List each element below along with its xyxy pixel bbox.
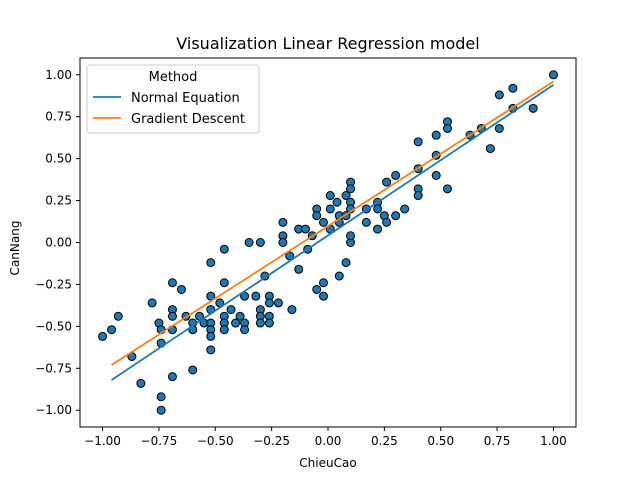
chart-title: Visualization Linear Regression model bbox=[176, 34, 479, 53]
legend-label-normal-equation: Normal Equation bbox=[131, 91, 240, 106]
data-point bbox=[346, 184, 356, 194]
data-point bbox=[113, 311, 123, 321]
data-point bbox=[431, 170, 441, 180]
data-point bbox=[361, 217, 371, 227]
data-point bbox=[485, 144, 495, 154]
x-tick-label: −0.75 bbox=[141, 434, 178, 448]
regression-line-normal-equation bbox=[111, 84, 554, 381]
y-tick-label: 1.00 bbox=[45, 68, 72, 82]
data-point bbox=[391, 211, 401, 221]
data-point bbox=[273, 298, 283, 308]
data-point bbox=[206, 291, 216, 301]
data-point bbox=[300, 224, 310, 234]
data-point bbox=[226, 305, 236, 315]
regression-line-gradient-descent bbox=[111, 80, 554, 366]
data-point bbox=[206, 331, 216, 341]
x-axis-label: ChieuCao bbox=[299, 456, 356, 470]
x-tick-label: −1.00 bbox=[84, 434, 121, 448]
data-point bbox=[341, 191, 351, 201]
data-point bbox=[528, 103, 538, 113]
data-point bbox=[136, 378, 146, 388]
data-point bbox=[318, 217, 328, 227]
data-point bbox=[278, 217, 288, 227]
data-point bbox=[167, 278, 177, 288]
x-tick-label: 0.25 bbox=[371, 434, 398, 448]
data-point bbox=[332, 197, 342, 207]
data-point bbox=[244, 238, 254, 247]
data-point bbox=[255, 238, 265, 247]
legend-frame bbox=[86, 64, 260, 134]
data-point bbox=[156, 405, 166, 415]
plot-area: −1.00 −0.75 −0.50 −0.25 0.00 0.25 0.50 0.75 1.00… bbox=[35, 57, 577, 448]
y-tick-label: 0.00 bbox=[45, 236, 72, 250]
data-point bbox=[240, 325, 250, 335]
y-tick-label: 0.75 bbox=[45, 110, 72, 124]
legend: Method Normal Equation Gradient Descent bbox=[86, 64, 260, 134]
data-point bbox=[264, 318, 274, 328]
y-tick-label: −0.50 bbox=[35, 319, 72, 333]
data-point bbox=[325, 204, 335, 214]
data-point bbox=[334, 271, 344, 281]
data-point bbox=[494, 90, 504, 100]
data-point bbox=[442, 123, 452, 133]
data-point bbox=[264, 298, 274, 308]
y-tick-label: 0.50 bbox=[45, 152, 72, 166]
data-point bbox=[98, 331, 108, 341]
data-point bbox=[318, 278, 328, 288]
x-tick-label: 0.50 bbox=[427, 434, 454, 448]
data-point bbox=[176, 284, 186, 294]
data-point bbox=[255, 318, 265, 328]
legend-label-gradient-descent: Gradient Descent bbox=[131, 112, 245, 127]
data-point bbox=[219, 278, 229, 288]
data-point bbox=[382, 217, 392, 227]
data-point bbox=[341, 258, 351, 268]
data-point bbox=[167, 372, 177, 382]
data-point bbox=[206, 258, 216, 268]
x-tick-label: −0.25 bbox=[253, 434, 290, 448]
data-point bbox=[287, 305, 297, 315]
data-point bbox=[147, 298, 157, 308]
data-point bbox=[548, 70, 558, 80]
data-point bbox=[373, 224, 383, 234]
data-point bbox=[442, 184, 452, 194]
data-point bbox=[156, 392, 166, 402]
data-point bbox=[251, 291, 261, 301]
data-point bbox=[294, 264, 304, 274]
data-point bbox=[219, 244, 229, 254]
data-point bbox=[312, 211, 322, 221]
data-point bbox=[373, 204, 383, 214]
data-point bbox=[219, 325, 229, 335]
y-tick-label: −1.00 bbox=[35, 403, 72, 417]
data-point bbox=[494, 123, 504, 133]
legend-title: Method bbox=[149, 70, 198, 85]
data-point bbox=[508, 83, 518, 93]
y-tick-label: −0.25 bbox=[35, 277, 72, 291]
data-point bbox=[235, 311, 245, 321]
data-point bbox=[231, 318, 241, 328]
data-point bbox=[413, 137, 423, 147]
data-point bbox=[318, 291, 328, 301]
data-point bbox=[325, 191, 335, 201]
data-point bbox=[312, 284, 322, 294]
data-point bbox=[167, 311, 177, 321]
data-point bbox=[431, 130, 441, 140]
data-point bbox=[400, 204, 410, 214]
data-point bbox=[206, 345, 216, 355]
x-tick-label: 0.00 bbox=[315, 434, 342, 448]
y-tick-label: −0.75 bbox=[35, 361, 72, 375]
y-tick-label: 0.25 bbox=[45, 194, 72, 208]
x-tick-label: −0.50 bbox=[197, 434, 234, 448]
y-axis-label: CanNang bbox=[8, 221, 22, 276]
data-point bbox=[413, 191, 423, 201]
data-point bbox=[285, 251, 295, 261]
data-point bbox=[188, 365, 198, 375]
data-point bbox=[346, 231, 356, 241]
x-tick-label: 0.75 bbox=[484, 434, 511, 448]
data-point bbox=[107, 325, 117, 335]
data-point bbox=[278, 238, 288, 247]
data-point bbox=[382, 177, 392, 187]
data-point bbox=[391, 170, 401, 180]
x-tick-label: 1.00 bbox=[540, 434, 567, 448]
